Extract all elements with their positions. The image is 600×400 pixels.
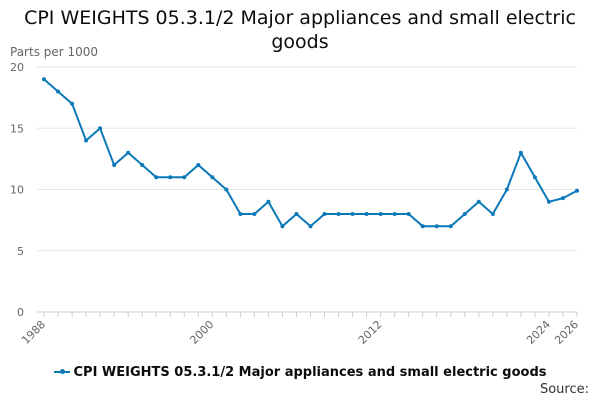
data-point — [532, 175, 537, 180]
x-tick-label: 2026 — [552, 318, 581, 347]
data-point — [126, 150, 131, 155]
data-point — [182, 175, 187, 180]
data-point — [420, 224, 425, 229]
y-tick-label: 10 — [10, 184, 24, 197]
data-point — [112, 163, 117, 167]
data-point — [70, 101, 75, 106]
legend-label: CPI WEIGHTS 05.3.1/2 Major appliances an… — [73, 365, 547, 380]
data-point — [560, 196, 565, 201]
data-point — [448, 224, 453, 229]
data-point — [140, 163, 145, 167]
chart-title: CPI WEIGHTS 05.3.1/2 Major appliances an… — [24, 7, 576, 53]
data-point — [575, 188, 579, 193]
chart-legend: CPI WEIGHTS 05.3.1/2 Major appliances an… — [0, 364, 600, 382]
data-point — [392, 212, 397, 216]
x-tick-label: 2000 — [187, 318, 216, 347]
y-axis-label: Parts per 1000 — [10, 45, 98, 59]
data-point — [294, 212, 299, 216]
data-point — [238, 212, 243, 216]
data-point — [252, 212, 257, 216]
data-point — [364, 212, 369, 216]
data-point — [518, 150, 523, 155]
x-tick-label: 2024 — [524, 318, 553, 347]
data-point — [336, 212, 341, 216]
data-point — [462, 212, 467, 216]
x-tick-label: 2012 — [356, 318, 385, 347]
data-point — [168, 175, 173, 180]
data-point — [210, 175, 215, 180]
y-tick-label: 0 — [17, 306, 24, 319]
data-point — [350, 212, 355, 216]
source-label: Source: — [539, 382, 589, 397]
data-point — [266, 199, 271, 204]
y-tick-label: 5 — [17, 245, 24, 258]
data-point — [378, 212, 383, 216]
y-tick-label: 20 — [10, 61, 24, 74]
y-tick-label: 15 — [10, 122, 24, 135]
data-point — [280, 224, 285, 229]
data-point — [56, 89, 61, 94]
data-point — [546, 199, 551, 204]
data-point — [322, 212, 327, 216]
data-point — [98, 126, 103, 131]
data-point — [84, 138, 89, 143]
data-point — [476, 199, 481, 204]
data-point — [406, 212, 411, 216]
data-point — [42, 77, 46, 82]
data-point — [224, 187, 229, 192]
x-tick-label: 1988 — [19, 318, 48, 347]
series-line — [43, 78, 578, 228]
data-point — [490, 212, 495, 216]
data-point — [154, 175, 159, 180]
legend-swatch — [53, 367, 70, 377]
data-point — [434, 224, 439, 229]
data-point — [308, 224, 313, 229]
data-point — [504, 187, 509, 192]
data-point — [196, 163, 201, 167]
